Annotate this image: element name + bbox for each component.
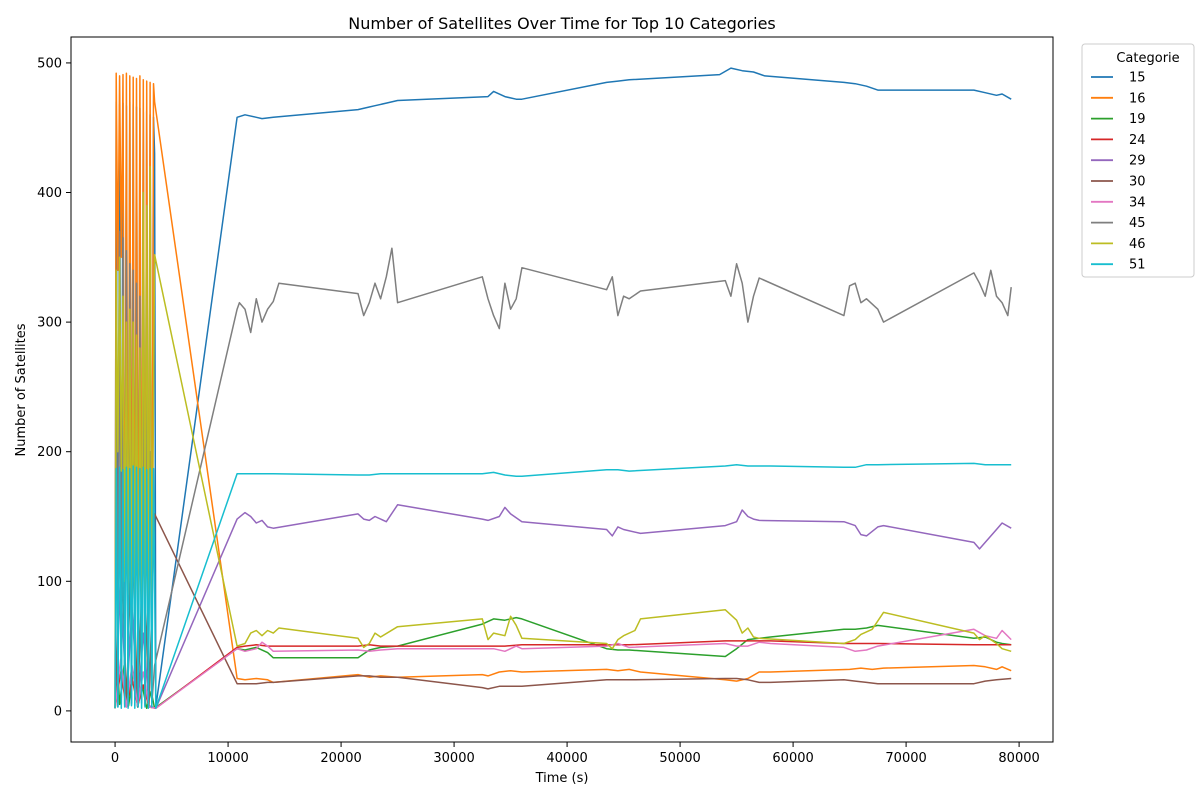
legend-label: 34 xyxy=(1129,195,1146,210)
legend-items: 15 16 19 24 29 30 34 45 46 51 xyxy=(1091,71,1146,273)
legend-label: 46 xyxy=(1129,237,1146,252)
legend-box xyxy=(1081,43,1195,278)
x-tick-label: 40000 xyxy=(546,751,587,766)
series-line-30 xyxy=(114,513,1012,709)
x-tick-label: 70000 xyxy=(885,751,926,766)
plot-frame xyxy=(70,36,1054,743)
y-tick-label: 200 xyxy=(37,445,62,460)
x-tick-label: 0 xyxy=(111,751,119,766)
series-line-15 xyxy=(114,67,1012,709)
series-line-29 xyxy=(114,504,1012,710)
legend-label: 19 xyxy=(1129,112,1146,127)
x-tick-label: 60000 xyxy=(772,751,813,766)
chart-title: Number of Satellites Over Time for Top 1… xyxy=(348,14,776,33)
series-line-19 xyxy=(114,616,1012,710)
legend-label: 16 xyxy=(1129,91,1146,106)
y-tick-label: 300 xyxy=(37,316,62,331)
legend-label: 24 xyxy=(1129,133,1146,148)
legend-label: 15 xyxy=(1129,71,1146,86)
legend-title: Categorie xyxy=(1116,51,1179,66)
x-tick-label: 50000 xyxy=(659,751,700,766)
legend-label: 45 xyxy=(1129,216,1146,231)
series-line-46 xyxy=(114,165,1012,709)
y-tick-label: 100 xyxy=(37,575,62,590)
y-tick-label: 0 xyxy=(54,704,62,719)
series-line-16 xyxy=(114,72,1012,709)
y-axis-title: Number of Satellites xyxy=(14,323,29,456)
series-line-34 xyxy=(114,628,1012,710)
y-axis: 0 100 200 300 400 500 xyxy=(37,56,71,719)
legend-label: 29 xyxy=(1129,154,1146,169)
x-axis: 0 10000 20000 30000 40000 50000 60000 70000 8000… xyxy=(111,742,1040,766)
y-tick-label: 400 xyxy=(37,186,62,201)
legend: Categorie 15 16 19 24 29 30 34 45 46 51 xyxy=(1081,43,1195,278)
series-line-51 xyxy=(114,462,1012,710)
x-tick-label: 20000 xyxy=(320,751,361,766)
x-tick-label: 30000 xyxy=(433,751,474,766)
legend-label: 51 xyxy=(1129,258,1146,273)
x-tick-label: 80000 xyxy=(998,751,1039,766)
x-axis-title: Time (s) xyxy=(535,771,589,786)
legend-label: 30 xyxy=(1129,175,1146,190)
x-tick-label: 10000 xyxy=(207,751,248,766)
series-layer xyxy=(114,67,1012,710)
y-tick-label: 500 xyxy=(37,56,62,71)
